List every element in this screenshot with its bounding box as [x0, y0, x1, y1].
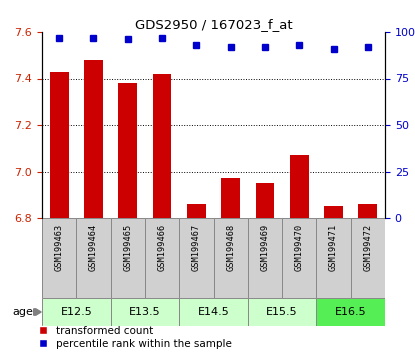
- Bar: [213, 218, 248, 298]
- Bar: [42, 298, 111, 326]
- Bar: [290, 155, 309, 218]
- Bar: [153, 74, 171, 218]
- Bar: [42, 218, 76, 298]
- Text: age: age: [13, 307, 34, 317]
- Text: GSM199465: GSM199465: [123, 224, 132, 271]
- Bar: [179, 218, 213, 298]
- Bar: [84, 60, 103, 218]
- Bar: [282, 218, 316, 298]
- Text: E14.5: E14.5: [198, 307, 229, 317]
- Text: GSM199471: GSM199471: [329, 224, 338, 271]
- Bar: [118, 83, 137, 218]
- Text: GSM199472: GSM199472: [364, 224, 372, 271]
- Text: GSM199470: GSM199470: [295, 224, 304, 271]
- Bar: [359, 204, 377, 218]
- Bar: [248, 218, 282, 298]
- Title: GDS2950 / 167023_f_at: GDS2950 / 167023_f_at: [135, 18, 292, 31]
- Text: GSM199467: GSM199467: [192, 224, 201, 271]
- Bar: [316, 298, 385, 326]
- Bar: [248, 298, 316, 326]
- Text: E13.5: E13.5: [129, 307, 161, 317]
- Bar: [187, 204, 206, 218]
- Bar: [111, 218, 145, 298]
- Bar: [316, 218, 351, 298]
- Text: GSM199469: GSM199469: [261, 224, 269, 271]
- Bar: [179, 298, 248, 326]
- Bar: [351, 218, 385, 298]
- Text: GSM199463: GSM199463: [55, 224, 63, 271]
- Text: GSM199466: GSM199466: [158, 224, 166, 271]
- Text: E12.5: E12.5: [61, 307, 92, 317]
- Text: E15.5: E15.5: [266, 307, 298, 317]
- Legend: transformed count, percentile rank within the sample: transformed count, percentile rank withi…: [39, 326, 232, 349]
- Bar: [50, 72, 68, 218]
- Text: E16.5: E16.5: [335, 307, 366, 317]
- Bar: [111, 298, 179, 326]
- Bar: [256, 183, 274, 218]
- Bar: [221, 178, 240, 218]
- Bar: [76, 218, 111, 298]
- Text: GSM199464: GSM199464: [89, 224, 98, 271]
- Bar: [324, 206, 343, 218]
- Bar: [145, 218, 179, 298]
- Text: GSM199468: GSM199468: [226, 224, 235, 271]
